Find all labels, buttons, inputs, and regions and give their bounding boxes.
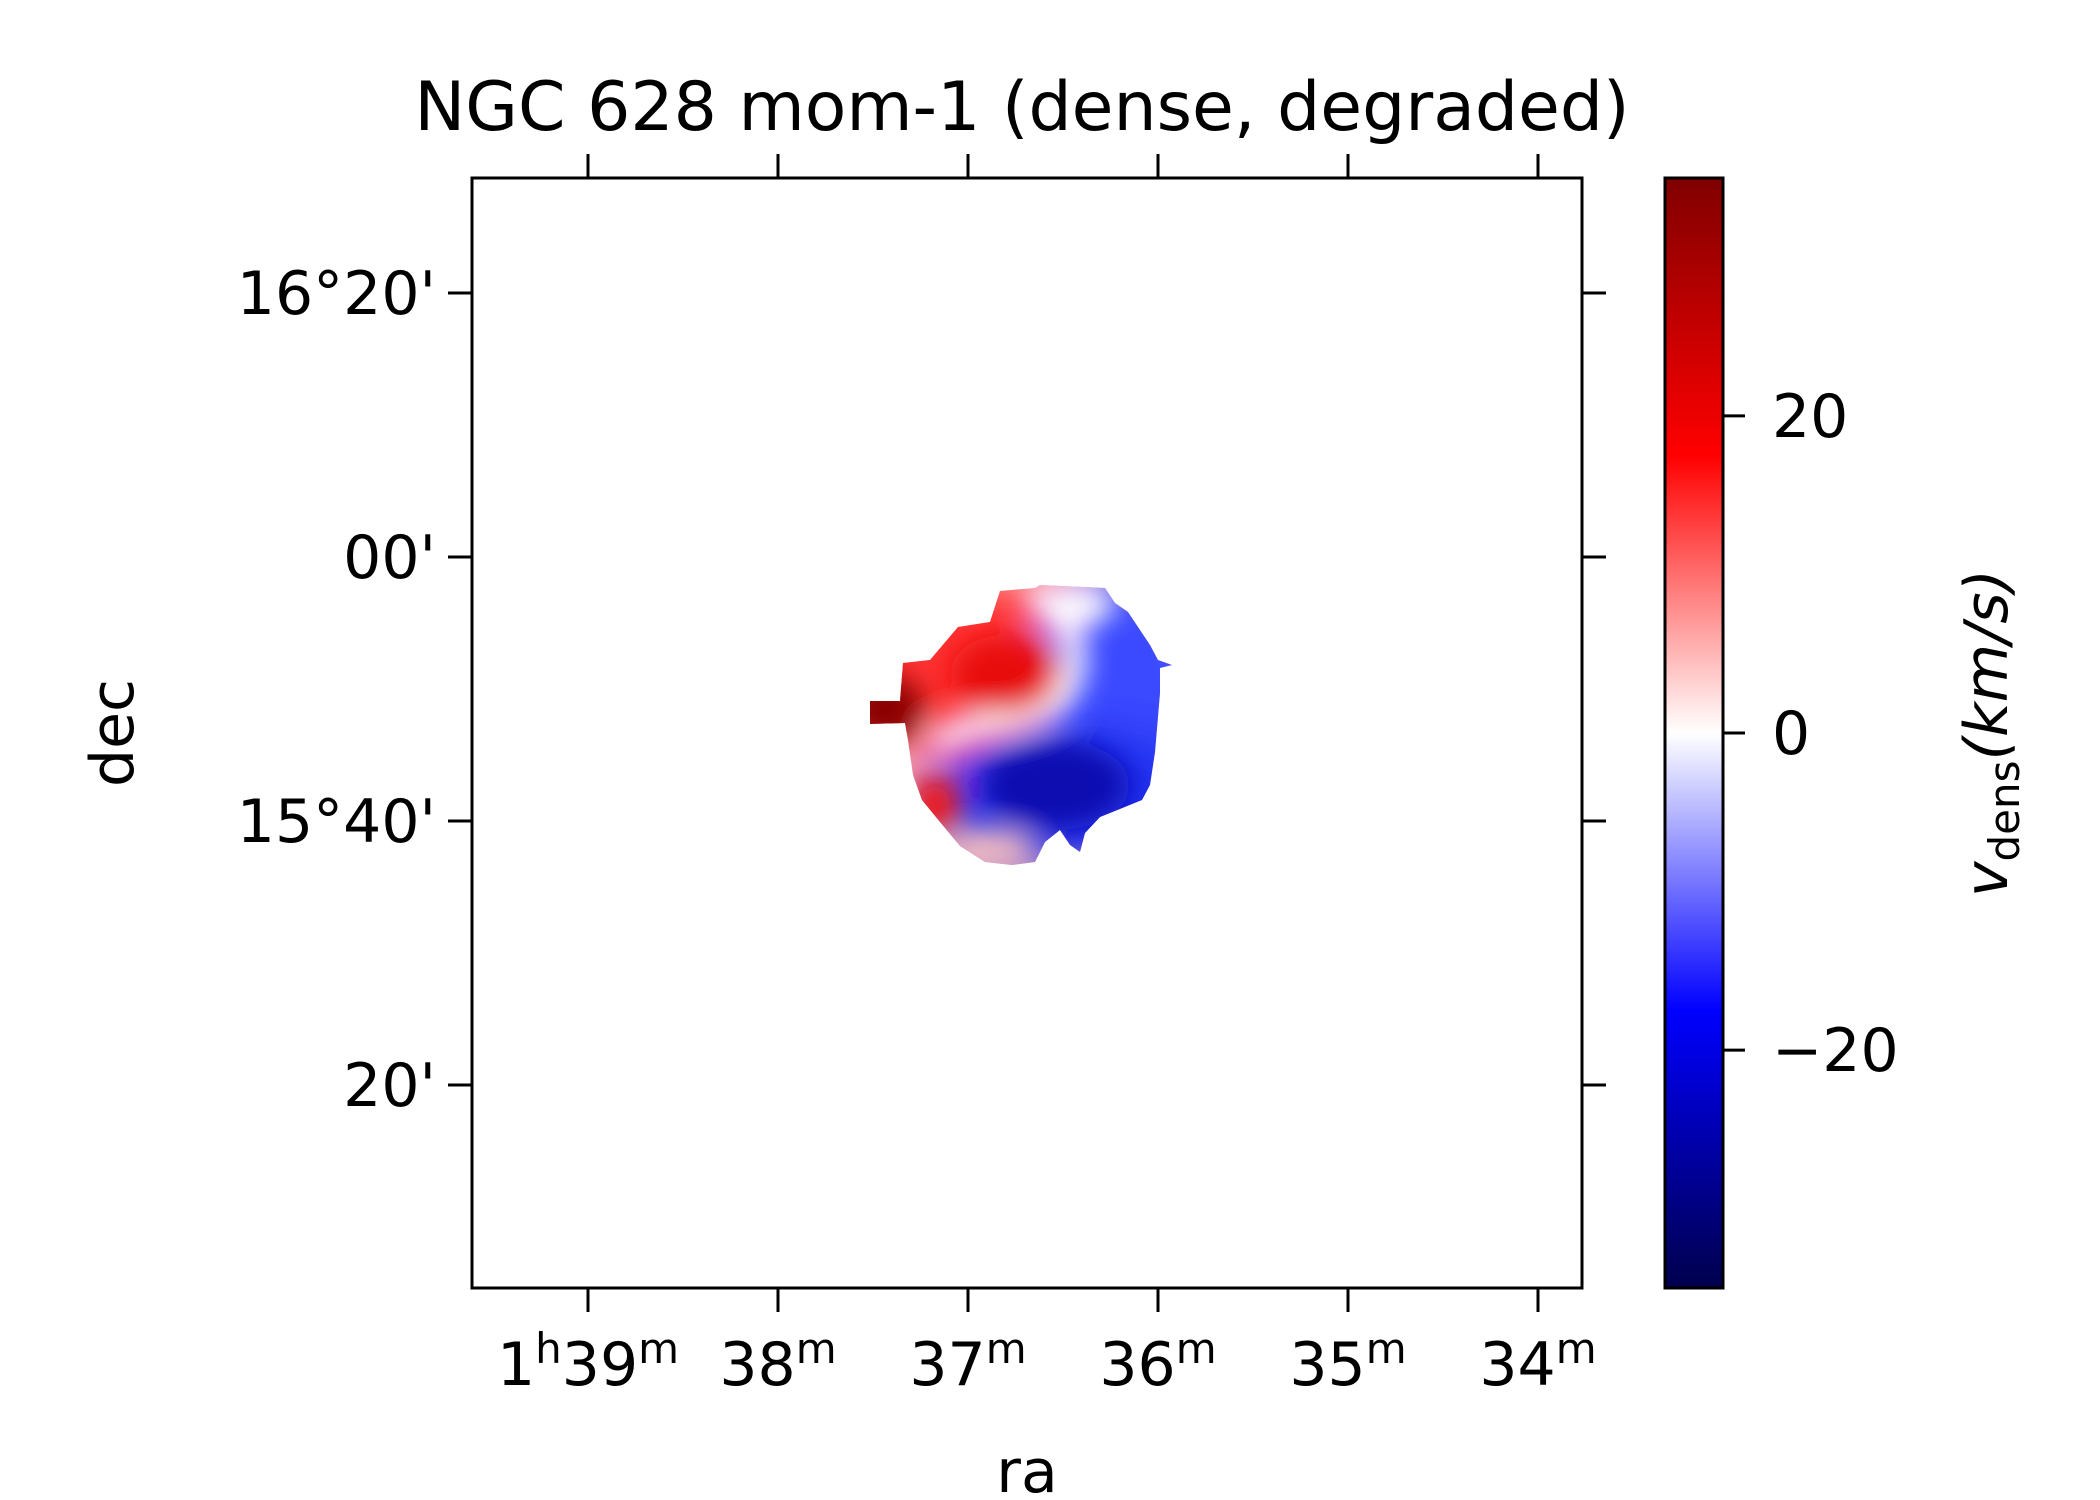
x-tick-minute: 37 [909,1330,985,1400]
x-tick-label: 37m [909,1324,1026,1400]
receding-peak [950,635,1060,715]
colorbar-label-subscript: dens [1980,760,2029,861]
x-tick-hour: 1 [497,1330,535,1400]
x-tick-hour-unit: h [535,1324,562,1373]
colorbar-tick-label: 0 [1772,699,1810,769]
plot-frame [470,176,1584,1290]
x-tick-label: 34m [1479,1324,1596,1400]
x-tick-label: 36m [1099,1324,1216,1400]
x-tick-minute-unit: m [638,1324,679,1373]
colorbar-label-unit: (km/s) [1952,569,2022,760]
x-tick-minute: 34 [1479,1330,1555,1400]
x-tick-minute: 36 [1099,1330,1175,1400]
north-rim [1035,585,1115,625]
x-tick-label: 35m [1289,1324,1406,1400]
y-tick-label: 20' [343,1051,436,1121]
x-tick-minute-unit: m [986,1324,1027,1373]
x-axis: 1h39m 38m 37m 36m 35m 34m [497,154,1597,1400]
x-tick-minute-unit: m [1176,1324,1217,1373]
colorbar [1663,176,1725,1290]
y-axis-label: dec [78,679,148,787]
y-axis: 16°20' 00' 15°40' 20' [237,259,1606,1121]
x-tick-minute-unit: m [1556,1324,1597,1373]
y-tick-label: 00' [343,523,436,593]
x-tick-minute-unit: m [796,1324,837,1373]
colorbar-label: vdens(km/s) [1952,569,2029,897]
approaching-peak [980,740,1130,830]
x-tick-label: 1h39m [497,1324,679,1400]
y-tick-label: 16°20' [237,259,436,329]
y-tick-label: 15°40' [237,787,436,857]
x-axis-label: ra [996,1437,1057,1500]
x-tick-minute: 38 [719,1330,795,1400]
x-tick-minute: 35 [1289,1330,1365,1400]
chart-title: NGC 628 mom-1 (dense, degraded) [414,68,1629,147]
colorbar-tick-label: 20 [1772,382,1848,452]
colorbar-tick-label: −20 [1772,1016,1899,1086]
x-tick-minute: 39 [562,1330,638,1400]
colorbar-ticks: 20 0 −20 [1723,382,1899,1086]
x-tick-minute-unit: m [1366,1324,1407,1373]
colorbar-label-symbol: v [1952,860,2022,897]
x-tick-label: 38m [719,1324,836,1400]
